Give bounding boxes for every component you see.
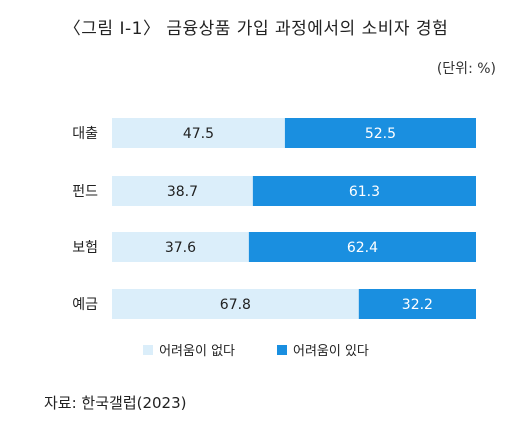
unit-label: (단위: %) — [436, 61, 496, 77]
data-label-no-difficulty: 67.8 — [220, 297, 251, 313]
legend: 어려움이 없다 어려움이 있다 — [0, 340, 512, 359]
legend-swatch-no-difficulty — [143, 344, 154, 355]
data-label-no-difficulty: 38.7 — [167, 184, 198, 200]
data-label-difficulty: 52.5 — [365, 126, 396, 142]
bar-segment-difficulty — [284, 118, 476, 148]
bar-segment-difficulty — [358, 289, 476, 319]
chart-title: 〈그림 Ⅰ-1〉 금융상품 가입 과정에서의 소비자 경험 — [63, 19, 449, 39]
data-label-difficulty: 32.2 — [402, 297, 433, 313]
bar-segment-no-difficulty — [112, 289, 359, 319]
bar-segment-difficulty — [248, 232, 476, 262]
category-label: 보험 — [72, 240, 98, 256]
bar-segment-no-difficulty — [112, 232, 249, 262]
category-label: 펀드 — [72, 184, 98, 200]
bar-segment-difficulty — [252, 176, 476, 206]
legend-label-no-difficulty: 어려움이 없다 — [159, 344, 235, 359]
data-label-difficulty: 61.3 — [349, 184, 380, 200]
legend-label-difficulty: 어려움이 있다 — [293, 344, 369, 359]
data-label-no-difficulty: 47.5 — [183, 126, 214, 142]
bar-segment-no-difficulty — [112, 176, 253, 206]
legend-item-no-difficulty: 어려움이 없다 — [143, 340, 235, 359]
category-label: 대출 — [72, 126, 98, 142]
data-label-no-difficulty: 37.6 — [165, 240, 196, 256]
legend-item-difficulty: 어려움이 있다 — [277, 340, 369, 359]
category-label: 예금 — [72, 297, 98, 313]
data-label-difficulty: 62.4 — [347, 240, 378, 256]
source-note: 자료: 한국갤럽(2023) — [44, 394, 187, 412]
legend-swatch-difficulty — [277, 344, 287, 355]
bar-segment-no-difficulty — [112, 118, 285, 148]
